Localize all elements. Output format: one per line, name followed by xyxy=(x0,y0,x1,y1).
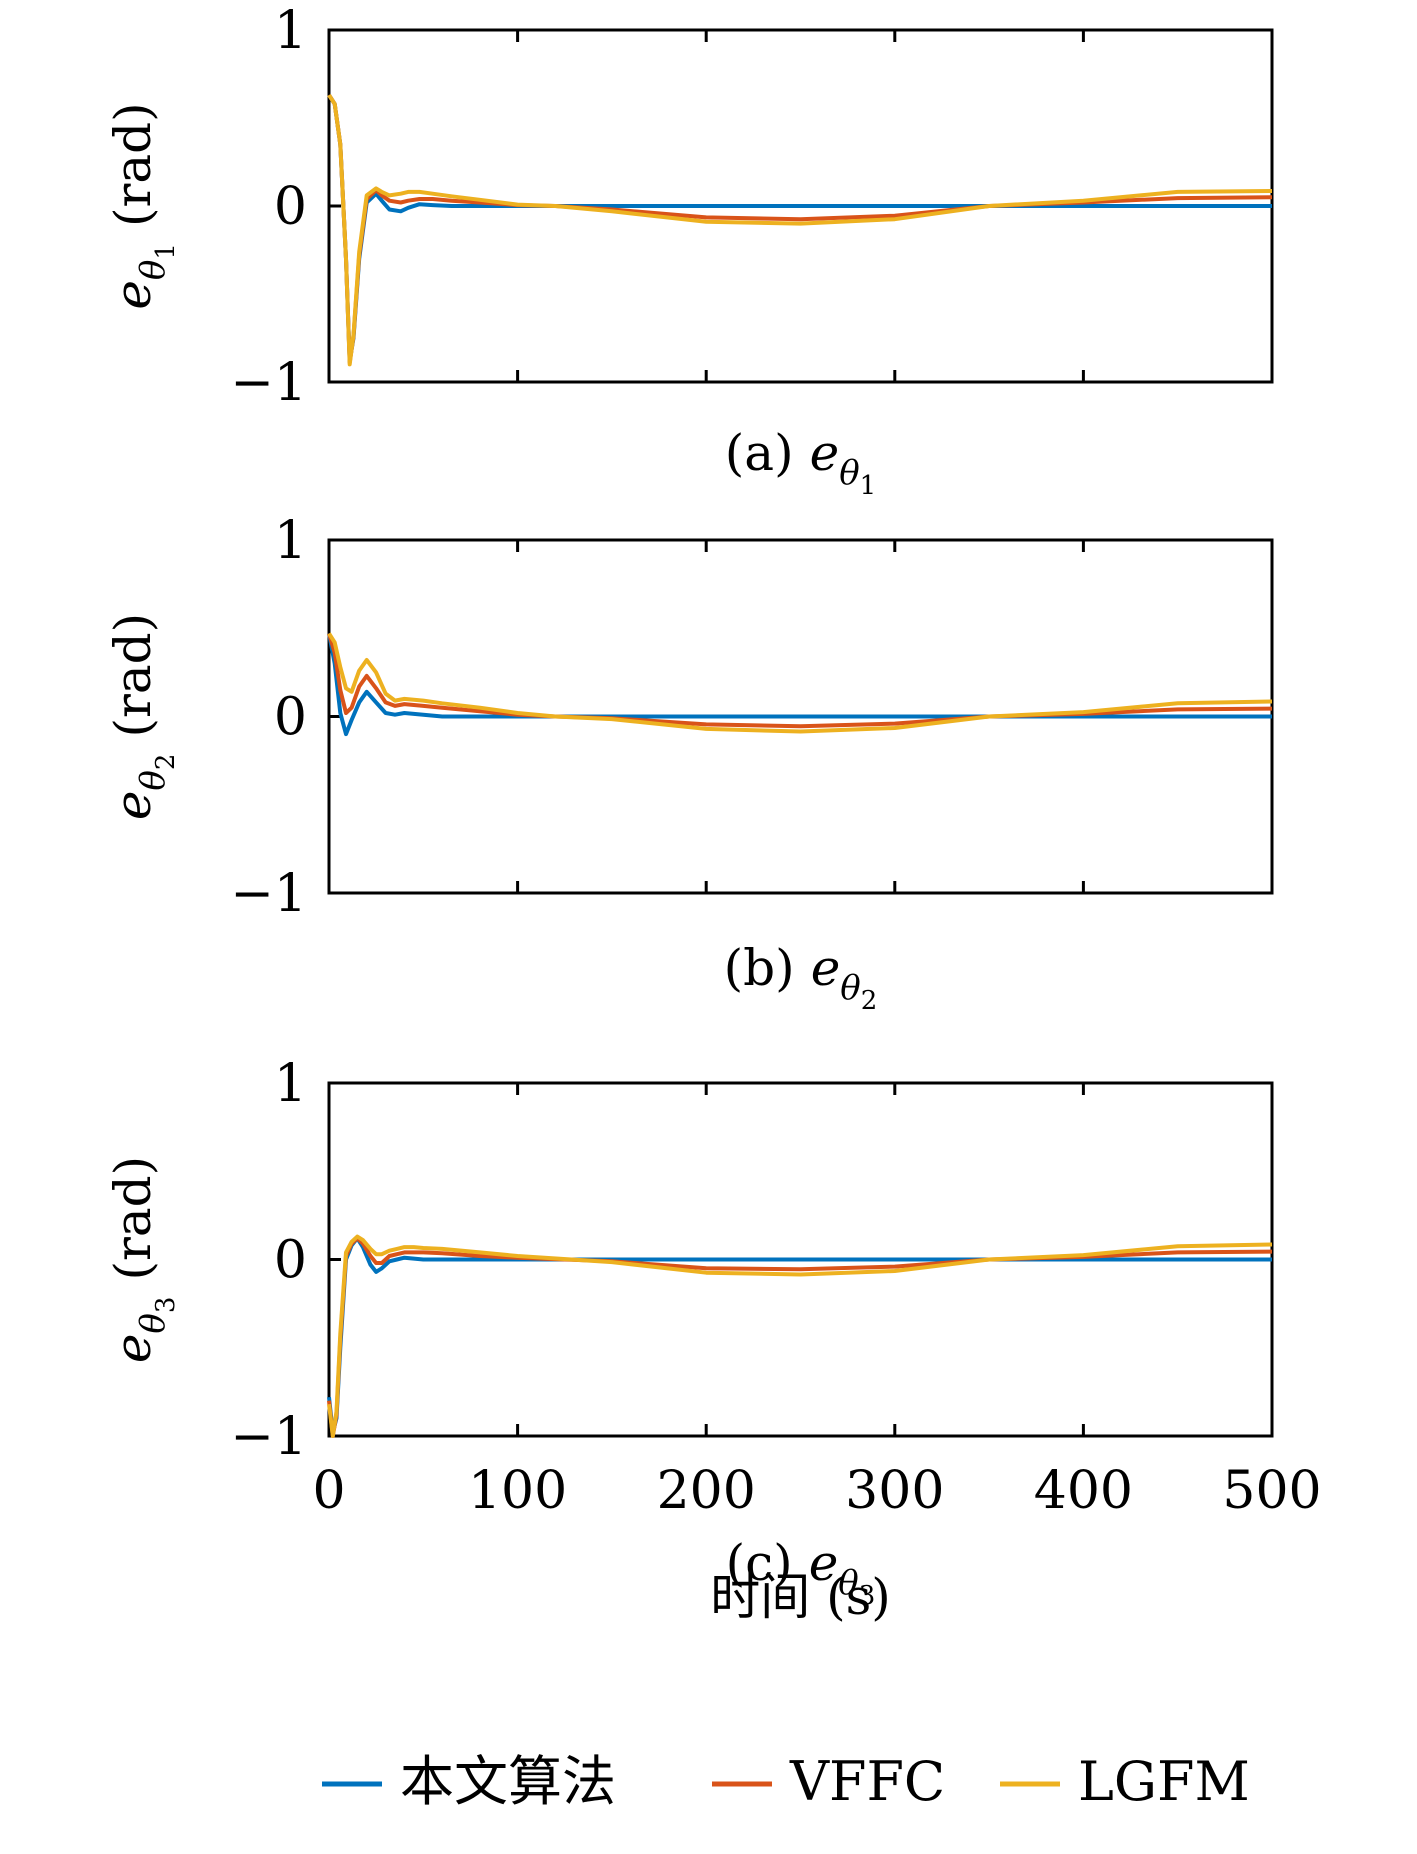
series-line-3 xyxy=(327,94,1273,367)
y-tick-label: 0 xyxy=(274,177,307,237)
y-axis-label: eθ1 (rad) xyxy=(104,102,181,309)
caption-var: e xyxy=(809,1534,839,1592)
y-label-var: e xyxy=(104,280,162,310)
y-tick-label: 0 xyxy=(274,1231,307,1291)
x-tick-label: 100 xyxy=(468,1461,567,1521)
y-tick-label: 1 xyxy=(274,1,307,61)
caption-sub: θ xyxy=(840,968,860,1008)
y-tick-label: −1 xyxy=(230,1407,307,1467)
x-tick-label: 300 xyxy=(845,1461,944,1521)
caption-subsub: 1 xyxy=(860,471,877,501)
y-label-var: e xyxy=(104,1334,162,1364)
caption-sub: θ xyxy=(838,1563,858,1603)
y-axis-label: eθ2 (rad) xyxy=(104,613,181,820)
y-label-subsub: 2 xyxy=(151,754,181,771)
series-line-1 xyxy=(327,94,1272,363)
caption-var: e xyxy=(810,424,840,482)
y-label-unit: (rad) xyxy=(104,102,162,227)
x-tick-label: 400 xyxy=(1034,1461,1133,1521)
y-axis-label: eθ3 (rad) xyxy=(104,1156,181,1363)
x-axis-label: 时间 (s) xyxy=(710,1568,891,1626)
series-line-3 xyxy=(327,1234,1273,1438)
y-label-unit: (rad) xyxy=(104,1156,162,1281)
series-line-2 xyxy=(327,94,1273,365)
y-label-subsub: 3 xyxy=(151,1297,181,1314)
caption-subsub: 3 xyxy=(859,1581,876,1611)
legend-label-2: VFFC xyxy=(789,1750,945,1813)
caption-prefix: (a) xyxy=(725,424,794,482)
y-label-subsub: 1 xyxy=(151,243,181,260)
x-tick-label: 500 xyxy=(1222,1461,1321,1521)
y-tick-label: 1 xyxy=(274,1054,307,1114)
y-tick-label: −1 xyxy=(230,353,307,413)
caption-subsub: 2 xyxy=(861,986,878,1016)
legend-label-1: 本文算法 xyxy=(400,1750,616,1813)
series-line-2 xyxy=(327,632,1273,729)
panel-caption: (a) eθ1 xyxy=(725,424,876,501)
y-tick-label: 1 xyxy=(274,511,307,571)
y-label-sub: θ xyxy=(133,1313,173,1333)
caption-sub: θ xyxy=(839,453,859,493)
caption-var: e xyxy=(811,939,841,997)
y-label-sub: θ xyxy=(133,770,173,790)
legend: 本文算法 VFFC LGFM xyxy=(322,1750,1250,1813)
x-tick-label: 0 xyxy=(312,1461,345,1521)
panel-caption: (c) eθ3 xyxy=(726,1534,876,1611)
y-label-var: e xyxy=(104,791,162,821)
y-label-unit: (rad) xyxy=(104,613,162,738)
panel-caption: (b) eθ2 xyxy=(724,939,878,1016)
caption-prefix: (b) xyxy=(724,939,795,997)
series-line-1 xyxy=(327,633,1272,737)
x-tick-label: 200 xyxy=(657,1461,756,1521)
y-tick-label: 0 xyxy=(274,688,307,748)
caption-prefix: (c) xyxy=(726,1534,793,1592)
legend-label-3: LGFM xyxy=(1078,1750,1250,1813)
series-line-2 xyxy=(327,1236,1273,1438)
y-tick-label: −1 xyxy=(230,864,307,924)
series-line-3 xyxy=(327,632,1273,734)
y-label-sub: θ xyxy=(133,260,173,280)
